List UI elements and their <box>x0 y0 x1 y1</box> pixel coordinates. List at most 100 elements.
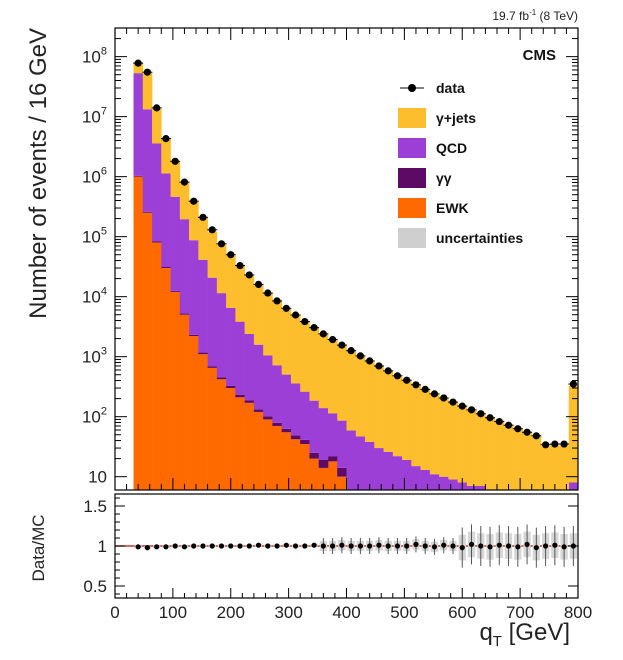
bar-gg <box>217 377 227 379</box>
bar-qcd <box>300 392 310 440</box>
ratio-point <box>136 544 141 549</box>
legend-label-data: data <box>436 80 465 96</box>
data-point <box>440 394 447 401</box>
bar-gg <box>319 460 329 468</box>
data-point <box>422 386 429 393</box>
ratio-point <box>247 543 252 548</box>
bar-qcd <box>272 365 282 423</box>
ratio-point <box>237 543 242 548</box>
legend-label-ewk: EWK <box>436 200 469 216</box>
bar-gjets <box>180 182 190 219</box>
ratio-point <box>534 545 539 550</box>
data-point <box>218 240 225 247</box>
ratio-point <box>524 542 529 547</box>
bar-gg <box>263 416 273 419</box>
data-point <box>403 377 410 384</box>
bar-gjets <box>337 345 347 420</box>
ratio-point <box>339 543 344 548</box>
data-point <box>310 324 317 331</box>
bar-gjets <box>254 284 264 344</box>
x-tick-label: 300 <box>274 603 302 622</box>
bar-ewk <box>282 432 292 495</box>
y-axis-title: Number of events / 16 GeV <box>25 28 52 319</box>
data-point <box>505 422 512 429</box>
bar-qcd <box>226 308 236 386</box>
bar-ewk <box>245 403 255 495</box>
bar-gjets <box>347 351 357 431</box>
bar-ewk <box>291 439 301 495</box>
ratio-point <box>256 543 261 548</box>
bar-qcd <box>337 421 347 468</box>
bar-gg <box>198 353 208 355</box>
ratio-point <box>163 544 168 549</box>
ratio-point <box>552 543 557 548</box>
ratio-point <box>200 543 205 548</box>
bar-gjets <box>235 266 245 322</box>
ratio-point <box>330 543 335 548</box>
cms-label: CMS <box>523 47 556 64</box>
data-point <box>301 318 308 325</box>
bar-qcd <box>152 143 162 241</box>
bar-gg <box>208 366 218 368</box>
bar-gjets <box>467 409 477 486</box>
legend-label-qcd: QCD <box>436 140 467 156</box>
data-point <box>449 399 456 406</box>
ratio-point <box>358 543 363 548</box>
data-point <box>385 367 392 374</box>
bar-qcd <box>309 401 319 453</box>
ratio-point <box>293 543 298 548</box>
bar-gg <box>291 435 301 439</box>
bar-gg <box>161 267 171 268</box>
ratio-point <box>302 543 307 548</box>
bar-qcd <box>134 73 144 176</box>
data-point <box>162 135 169 142</box>
ratio-point <box>543 543 548 548</box>
data-point <box>431 390 438 397</box>
bar-qcd <box>282 375 292 429</box>
legend-gjets: γ+jets <box>398 108 476 128</box>
bar-gjets <box>300 321 310 391</box>
data-point <box>357 352 364 359</box>
bar-gg <box>180 314 190 315</box>
bar-qcd <box>235 322 245 395</box>
bar-gjets <box>411 385 421 466</box>
bar-gjets <box>152 109 162 144</box>
data-point <box>514 425 521 432</box>
chart: 19.7 fb-1 (8 TeV) 1010210310410510610710… <box>0 0 623 660</box>
data-point <box>209 226 216 233</box>
bar-gjets <box>171 161 181 197</box>
bar-gjets <box>402 380 412 460</box>
ratio-point <box>432 544 437 549</box>
ratio-point <box>154 544 159 549</box>
bar-gjets <box>495 420 505 490</box>
bar-gg <box>254 409 264 412</box>
bar-gg <box>143 212 153 213</box>
legend-gg: γγ <box>398 168 452 188</box>
x-tick-label: 500 <box>390 603 418 622</box>
bar-ewk <box>263 419 273 495</box>
data-point <box>366 357 373 364</box>
bar-gjets <box>272 301 282 365</box>
bar-gg <box>134 176 144 177</box>
bar-gjets <box>309 328 319 401</box>
data-point <box>394 372 401 379</box>
data-point <box>459 403 466 410</box>
ratio-point <box>210 543 215 548</box>
bar-qcd <box>180 219 190 313</box>
bar-gjets <box>161 138 171 173</box>
ratio-point <box>265 543 270 548</box>
bar-ewk <box>161 268 171 495</box>
bar-gg <box>235 395 245 397</box>
data-point <box>264 289 271 296</box>
data-point <box>292 311 299 318</box>
ratio-point <box>460 545 465 550</box>
legend-label-gg: γγ <box>436 170 452 186</box>
ratio-point <box>284 543 289 548</box>
ratio-point <box>469 542 474 547</box>
bar-gjets <box>263 293 273 355</box>
bar-gjets <box>569 386 579 483</box>
bar-gjets <box>384 371 394 452</box>
data-point <box>236 262 243 269</box>
ratio-point <box>450 543 455 548</box>
bar-qcd <box>143 109 153 212</box>
